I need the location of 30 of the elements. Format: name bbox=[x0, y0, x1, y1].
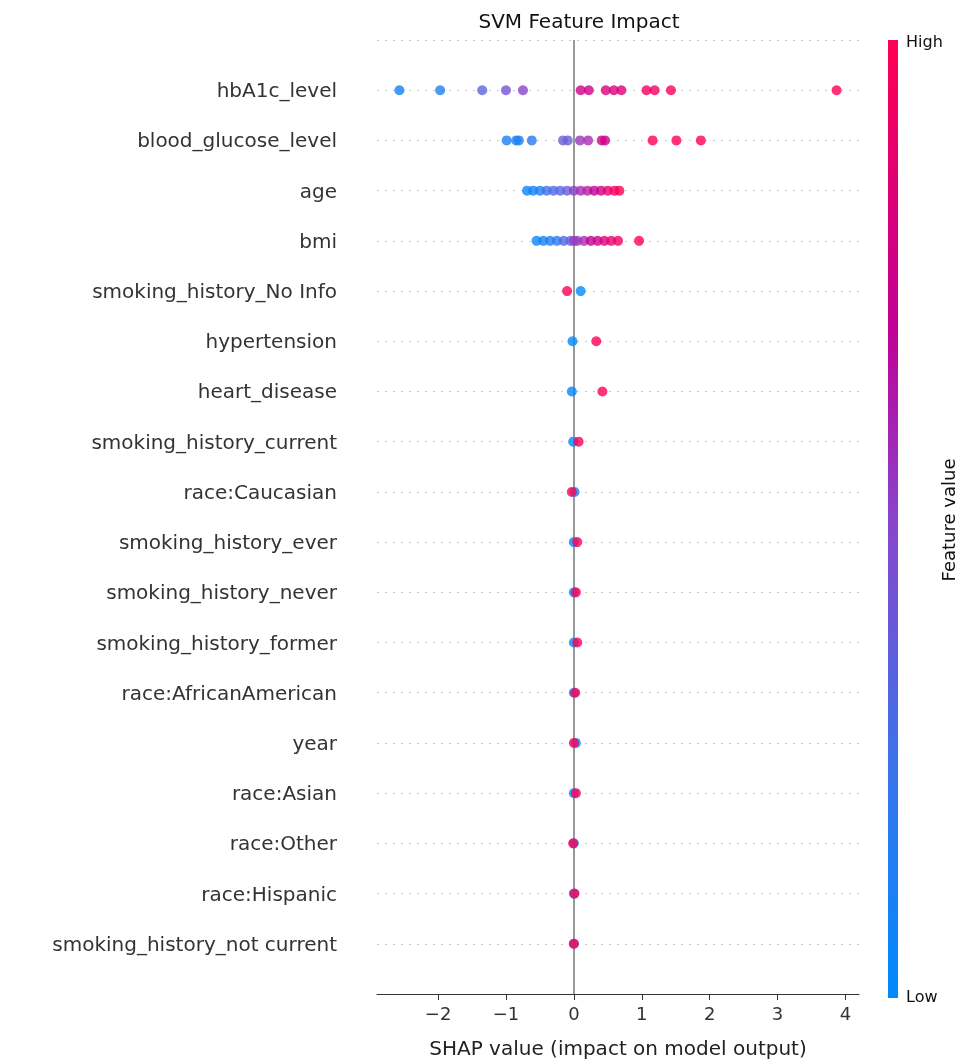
y-tick-label: smoking_history_current bbox=[91, 429, 338, 454]
x-tick-label: 2 bbox=[703, 1002, 716, 1024]
y-tick-label: race:AfricanAmerican bbox=[121, 680, 337, 705]
x-tick-label: 1 bbox=[636, 1002, 648, 1024]
y-tick-label: bmi bbox=[299, 228, 337, 253]
text: Low bbox=[906, 987, 938, 1006]
y-tick-label: hypertension bbox=[205, 329, 337, 354]
y-tick-label: race:Caucasian bbox=[183, 479, 337, 504]
text: High bbox=[906, 32, 943, 51]
y-tick-label: smoking_history_ever bbox=[118, 530, 338, 555]
y-tick-label: smoking_history_never bbox=[106, 580, 338, 605]
x-tick-label: 3 bbox=[771, 1002, 784, 1024]
y-tick-label: blood_glucose_level bbox=[137, 128, 337, 153]
y-tick-label: age bbox=[299, 178, 337, 203]
x-tick-label: 4 bbox=[839, 1002, 852, 1024]
y-tick-label: race:Other bbox=[229, 831, 338, 856]
y-tick-label: smoking_history_former bbox=[96, 630, 338, 655]
y-tick-label: race:Hispanic bbox=[201, 881, 337, 906]
x-tick-label: −2 bbox=[424, 1002, 452, 1024]
y-tick-label: race:Asian bbox=[231, 781, 337, 806]
x-axis-title: SHAP value (impact on model output) bbox=[429, 1036, 807, 1060]
color-bar-title: Feature value bbox=[937, 458, 959, 582]
y-tick-label: smoking_history_No Info bbox=[92, 279, 337, 304]
x-tick-label: 0 bbox=[568, 1002, 580, 1024]
y-tick-label: heart_disease bbox=[197, 379, 337, 404]
y-tick-label: smoking_history_not current bbox=[52, 931, 338, 956]
y-tick-label: hbA1c_level bbox=[216, 78, 337, 103]
chart-title: SVM Feature Impact bbox=[478, 9, 680, 33]
x-tick-label: −1 bbox=[492, 1002, 520, 1024]
y-tick-label: year bbox=[292, 730, 338, 755]
